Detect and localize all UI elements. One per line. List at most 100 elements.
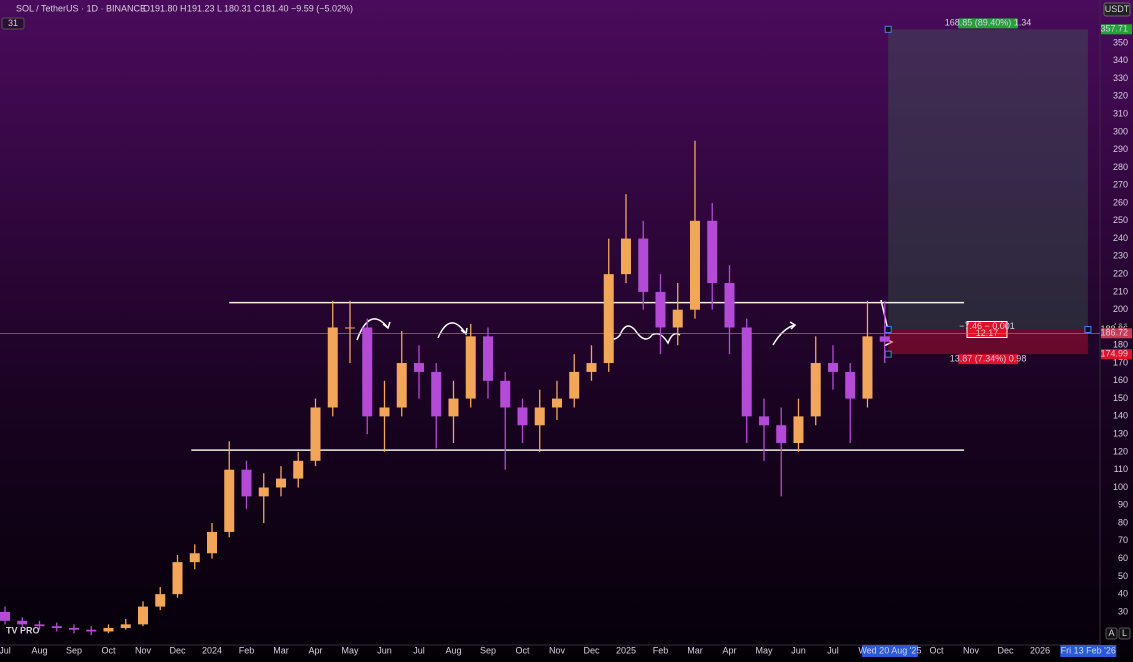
candle-body bbox=[482, 336, 493, 381]
x-tick-label: Dec bbox=[997, 645, 1014, 655]
candle-body bbox=[258, 487, 269, 497]
candle-body bbox=[862, 336, 873, 399]
y-tick-label: 250 bbox=[1113, 215, 1128, 225]
currency-box bbox=[1103, 2, 1131, 17]
candle-body bbox=[241, 469, 252, 497]
ohlc-value: L bbox=[217, 3, 222, 13]
candle-body bbox=[724, 283, 735, 328]
x-tick-label: Oct bbox=[101, 645, 116, 655]
y-tick-label: 90 bbox=[1118, 500, 1128, 510]
x-tick-label: Oct bbox=[929, 645, 944, 655]
x-tick-label: 2026 bbox=[1030, 645, 1050, 655]
stop-tag: 174.99 bbox=[1100, 349, 1132, 360]
candle-body bbox=[569, 371, 580, 399]
y-tick-label: 70 bbox=[1118, 535, 1128, 545]
y-tick-label: 170 bbox=[1113, 357, 1128, 367]
candle-body bbox=[34, 624, 45, 627]
highlight-box bbox=[861, 645, 918, 657]
candle-body bbox=[517, 407, 528, 426]
y-tick-label: 130 bbox=[1113, 429, 1128, 439]
candle-body bbox=[465, 336, 476, 399]
ohlc-value: 181.40 bbox=[261, 3, 289, 13]
y-tick-label: 280 bbox=[1113, 162, 1128, 172]
y-tick-label: 240 bbox=[1113, 233, 1128, 243]
badge-box bbox=[1, 17, 25, 30]
candle-body bbox=[551, 398, 562, 408]
x-tick-label: Oct bbox=[515, 645, 530, 655]
candle-body bbox=[758, 416, 769, 426]
y-tick-label: 150 bbox=[1113, 393, 1128, 403]
ohlc-value: H bbox=[180, 3, 187, 13]
tag-box bbox=[1101, 328, 1132, 339]
ohlc-value: 191.80 bbox=[150, 3, 178, 13]
candle-body bbox=[379, 407, 390, 417]
candle-body bbox=[603, 274, 614, 364]
tag-box bbox=[1101, 349, 1132, 360]
label-text: −7.46 − 0.001 bbox=[959, 321, 1015, 331]
candle-body bbox=[845, 371, 856, 399]
y-tick-label: 160 bbox=[1113, 375, 1128, 385]
x-highlight: Wed 20 Aug '25 bbox=[858, 645, 921, 657]
candle-body bbox=[224, 469, 235, 532]
x-tick-label: Jun bbox=[791, 645, 806, 655]
x-tick-label: Dec bbox=[583, 645, 600, 655]
candle-body bbox=[655, 291, 666, 328]
x-tick-label: Nov bbox=[549, 645, 566, 655]
label-text: 13.87 (7.34%) 0.98 bbox=[950, 354, 1027, 364]
candle-body bbox=[500, 380, 511, 408]
candle-body bbox=[344, 327, 355, 329]
x-tick-label: Nov bbox=[963, 645, 980, 655]
candle-body bbox=[86, 629, 97, 632]
x-highlight: Fri 13 Feb '26 bbox=[1060, 645, 1117, 657]
candle-body bbox=[362, 327, 373, 417]
button-box bbox=[1118, 627, 1131, 640]
y-tick-label: 230 bbox=[1113, 251, 1128, 261]
highlight-text: Fri 13 Feb '26 bbox=[1061, 645, 1116, 655]
y-tick-label: 270 bbox=[1113, 180, 1128, 190]
x-tick-label: Aug bbox=[31, 645, 47, 655]
tag-text: 174.99 bbox=[1100, 349, 1128, 359]
candle-body bbox=[69, 627, 80, 630]
button-box bbox=[1105, 627, 1118, 640]
y-tick-label: 30 bbox=[1118, 606, 1128, 616]
y-tick-label: 340 bbox=[1113, 55, 1128, 65]
y-tick-label: 120 bbox=[1113, 446, 1128, 456]
chart-title: SOL / TetherUS · 1D · BINANCE bbox=[16, 3, 146, 13]
y-tick-label: 80 bbox=[1118, 517, 1128, 527]
candle-body bbox=[534, 407, 545, 426]
x-tick-label: Mar bbox=[273, 645, 289, 655]
highlight-box bbox=[1060, 645, 1117, 657]
y-tick-label: 60 bbox=[1118, 553, 1128, 563]
y-tick-label: 330 bbox=[1113, 73, 1128, 83]
x-tick-label: Feb bbox=[239, 645, 255, 655]
handle bbox=[884, 350, 892, 358]
candle-body bbox=[620, 238, 631, 275]
candle-body bbox=[172, 562, 183, 595]
y-tick-label: 260 bbox=[1113, 197, 1128, 207]
x-tick-label: Nov bbox=[135, 645, 152, 655]
x-tick-label: Feb bbox=[653, 645, 669, 655]
stop-label: 13.87 (7.34%) 0.98 bbox=[950, 354, 1027, 365]
candle-body bbox=[638, 238, 649, 292]
candle-body bbox=[810, 363, 821, 417]
button: L bbox=[1122, 628, 1127, 638]
ohlc-value: 191.23 bbox=[187, 3, 215, 13]
candle-body bbox=[793, 416, 804, 444]
x-tick-label: Jul bbox=[827, 645, 839, 655]
badge: 31 bbox=[8, 18, 18, 28]
x-tick-label: 2024 bbox=[202, 645, 222, 655]
ohlc-value: O bbox=[143, 3, 150, 13]
candle-body bbox=[206, 531, 217, 554]
tag-text: 357.71 bbox=[1100, 24, 1128, 34]
x-tick-label: Mar bbox=[687, 645, 703, 655]
x-tick-label: Sep bbox=[66, 645, 82, 655]
label-box bbox=[958, 18, 1019, 29]
x-tick-label: Dec bbox=[169, 645, 186, 655]
label-box bbox=[958, 354, 1019, 365]
candle-body bbox=[776, 425, 787, 444]
candle-body bbox=[17, 620, 28, 625]
candle-body bbox=[120, 624, 131, 628]
logo: TV PRO bbox=[6, 625, 40, 635]
